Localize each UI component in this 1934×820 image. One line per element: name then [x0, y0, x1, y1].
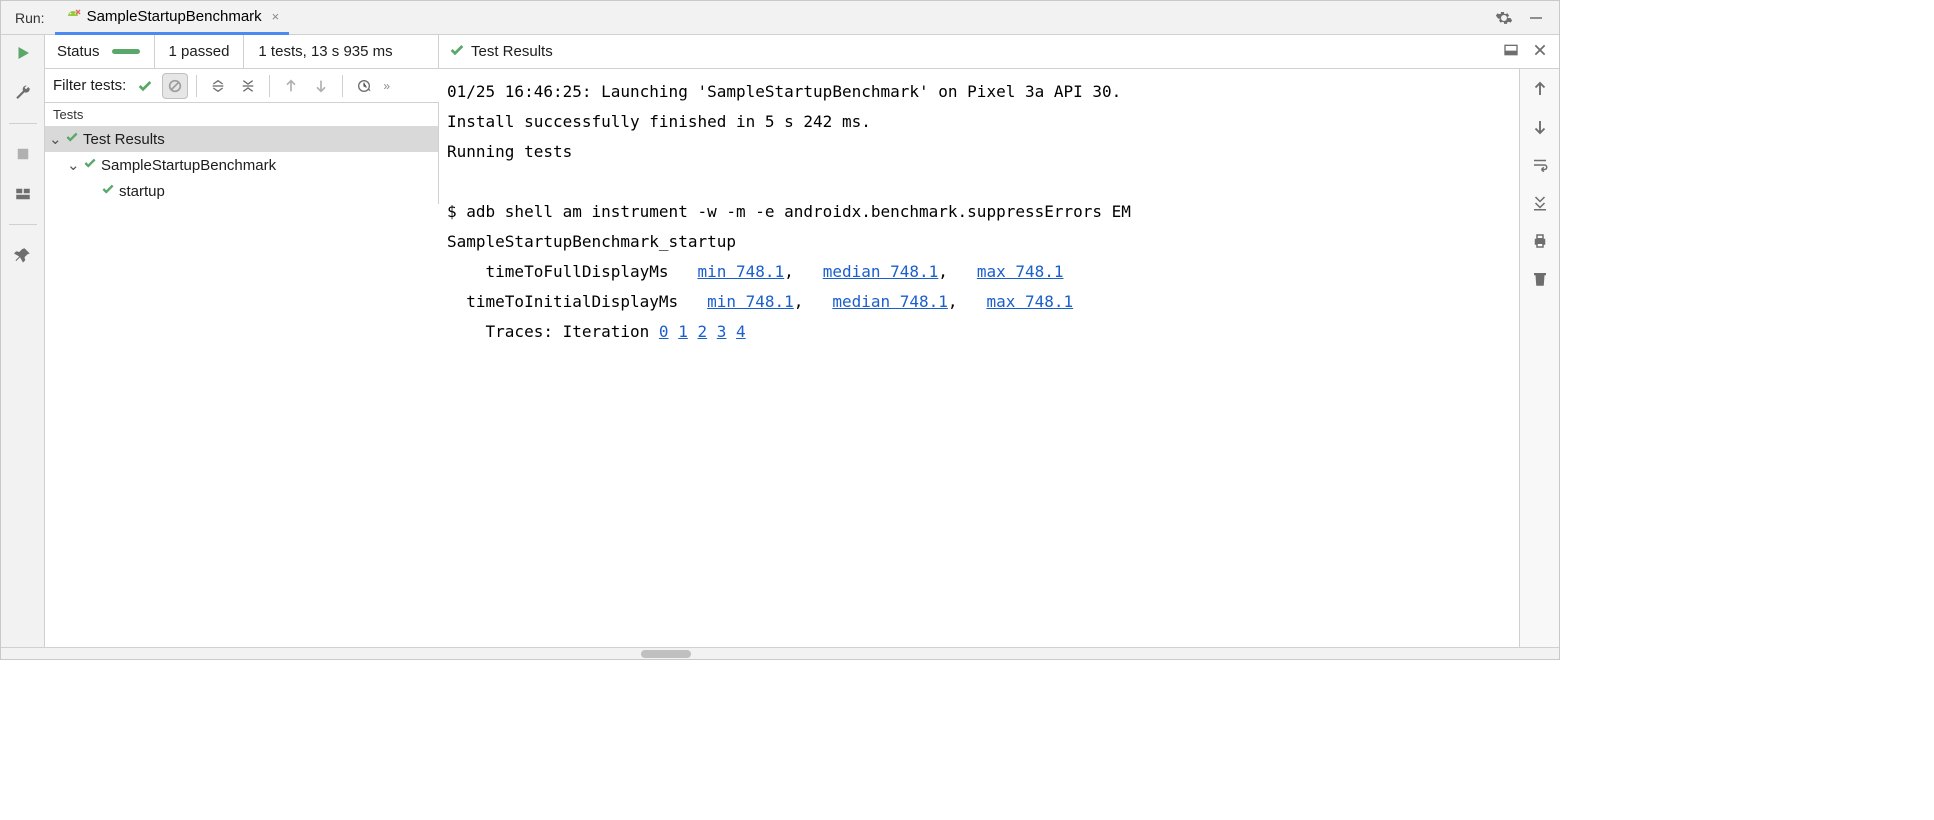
center: Status 1 passed 1 tests, 13 s 935 ms Tes…: [45, 35, 1559, 647]
scroll-up-icon[interactable]: [1528, 77, 1552, 101]
tree-suite[interactable]: ⌄ SampleStartupBenchmark: [45, 152, 438, 178]
filter-label: Filter tests:: [53, 77, 128, 94]
layout-icon[interactable]: [11, 182, 35, 206]
separator: [9, 123, 37, 124]
android-run-icon: [65, 8, 81, 24]
print-icon[interactable]: [1528, 229, 1552, 253]
split: Filter tests:: [45, 69, 1559, 647]
link-iteration[interactable]: 3: [717, 322, 727, 341]
passed-count: 1 passed: [154, 35, 244, 68]
overflow-icon[interactable]: »: [381, 79, 390, 93]
show-passed-icon[interactable]: [132, 73, 158, 99]
show-ignored-icon[interactable]: [162, 73, 188, 99]
tree-test[interactable]: startup: [45, 178, 438, 204]
test-tree: ⌄ Test Results ⌄ SampleStartupBenchmark: [45, 126, 438, 204]
console-toolbar: [1519, 69, 1559, 647]
separator: [9, 224, 37, 225]
close-icon[interactable]: [1533, 43, 1547, 60]
next-test-icon[interactable]: [308, 73, 334, 99]
tab-label: SampleStartupBenchmark: [87, 8, 262, 25]
check-icon: [83, 156, 97, 174]
titlebar-actions: [1495, 9, 1559, 27]
stop-icon[interactable]: [11, 142, 35, 166]
check-icon: [65, 130, 79, 148]
close-tab-icon[interactable]: ×: [268, 9, 280, 24]
metric-label: timeToFullDisplayMs: [447, 262, 697, 281]
console-line: Install successfully finished in 5 s 242…: [447, 112, 871, 131]
link-median[interactable]: median 748.1: [832, 292, 948, 311]
wrench-icon[interactable]: [11, 81, 35, 105]
link-max[interactable]: max 748.1: [977, 262, 1064, 281]
gear-icon[interactable]: [1495, 9, 1513, 27]
link-max[interactable]: max 748.1: [986, 292, 1073, 311]
console-line: 01/25 16:46:25: Launching 'SampleStartup…: [447, 82, 1121, 101]
status-left: Status 1 passed 1 tests, 13 s 935 ms: [45, 35, 439, 68]
collapse-all-icon[interactable]: [235, 73, 261, 99]
tests-header: Tests: [45, 103, 438, 126]
status-right: Test Results: [439, 35, 1559, 68]
test-tree-pane: Tests ⌄ Test Results ⌄ SampleStartupBenc…: [45, 103, 439, 204]
link-iteration[interactable]: 4: [736, 322, 746, 341]
metric-label: timeToInitialDisplayMs: [447, 292, 707, 311]
tree-root-label: Test Results: [83, 131, 165, 148]
status-progress-bar: [112, 49, 140, 54]
chevron-down-icon: ⌄: [67, 156, 79, 174]
separator: [269, 75, 270, 97]
link-median[interactable]: median 748.1: [823, 262, 939, 281]
separator: [196, 75, 197, 97]
link-min[interactable]: min 748.1: [697, 262, 784, 281]
soft-wrap-icon[interactable]: [1528, 153, 1552, 177]
status-row: Status 1 passed 1 tests, 13 s 935 ms Tes…: [45, 35, 1559, 69]
console-output[interactable]: 01/25 16:46:25: Launching 'SampleStartup…: [439, 69, 1519, 647]
console-pane: 01/25 16:46:25: Launching 'SampleStartup…: [439, 69, 1559, 647]
console-line: SampleStartupBenchmark_startup: [447, 232, 736, 251]
scroll-to-end-icon[interactable]: [1528, 191, 1552, 215]
link-iteration[interactable]: 1: [678, 322, 688, 341]
rerun-icon[interactable]: [11, 41, 35, 65]
left-toolbar: [1, 35, 45, 647]
traces-label: Traces: Iteration: [447, 322, 659, 341]
tree-test-label: startup: [119, 183, 165, 200]
results-title: Test Results: [471, 43, 553, 60]
console-line: $ adb shell am instrument -w -m -e andro…: [447, 202, 1131, 221]
prev-test-icon[interactable]: [278, 73, 304, 99]
separator: [342, 75, 343, 97]
check-icon: [101, 182, 115, 200]
expand-all-icon[interactable]: [205, 73, 231, 99]
hide-icon[interactable]: [1527, 9, 1545, 27]
pin-icon[interactable]: [11, 243, 35, 267]
link-iteration[interactable]: 0: [659, 322, 669, 341]
tree-suite-label: SampleStartupBenchmark: [101, 157, 276, 174]
dock-icon[interactable]: [1503, 42, 1519, 61]
link-min[interactable]: min 748.1: [707, 292, 794, 311]
titlebar: Run: SampleStartupBenchmark ×: [1, 1, 1559, 35]
scroll-down-icon[interactable]: [1528, 115, 1552, 139]
run-label: Run:: [1, 10, 55, 26]
body: Status 1 passed 1 tests, 13 s 935 ms Tes…: [1, 35, 1559, 647]
filter-toolbar: Filter tests:: [45, 69, 439, 103]
status-label: Status: [45, 43, 112, 60]
chevron-down-icon: ⌄: [49, 130, 61, 148]
console-line: Running tests: [447, 142, 572, 161]
scrollbar-thumb[interactable]: [641, 650, 691, 658]
history-icon[interactable]: [351, 73, 377, 99]
horizontal-scrollbar[interactable]: [1, 647, 1559, 659]
tree-root[interactable]: ⌄ Test Results: [45, 126, 438, 152]
run-tool-window: Run: SampleStartupBenchmark ×: [0, 0, 1560, 660]
check-icon: [449, 42, 465, 61]
run-config-tab[interactable]: SampleStartupBenchmark ×: [55, 1, 290, 35]
test-summary: 1 tests, 13 s 935 ms: [243, 35, 406, 68]
link-iteration[interactable]: 2: [697, 322, 707, 341]
clear-icon[interactable]: [1528, 267, 1552, 291]
